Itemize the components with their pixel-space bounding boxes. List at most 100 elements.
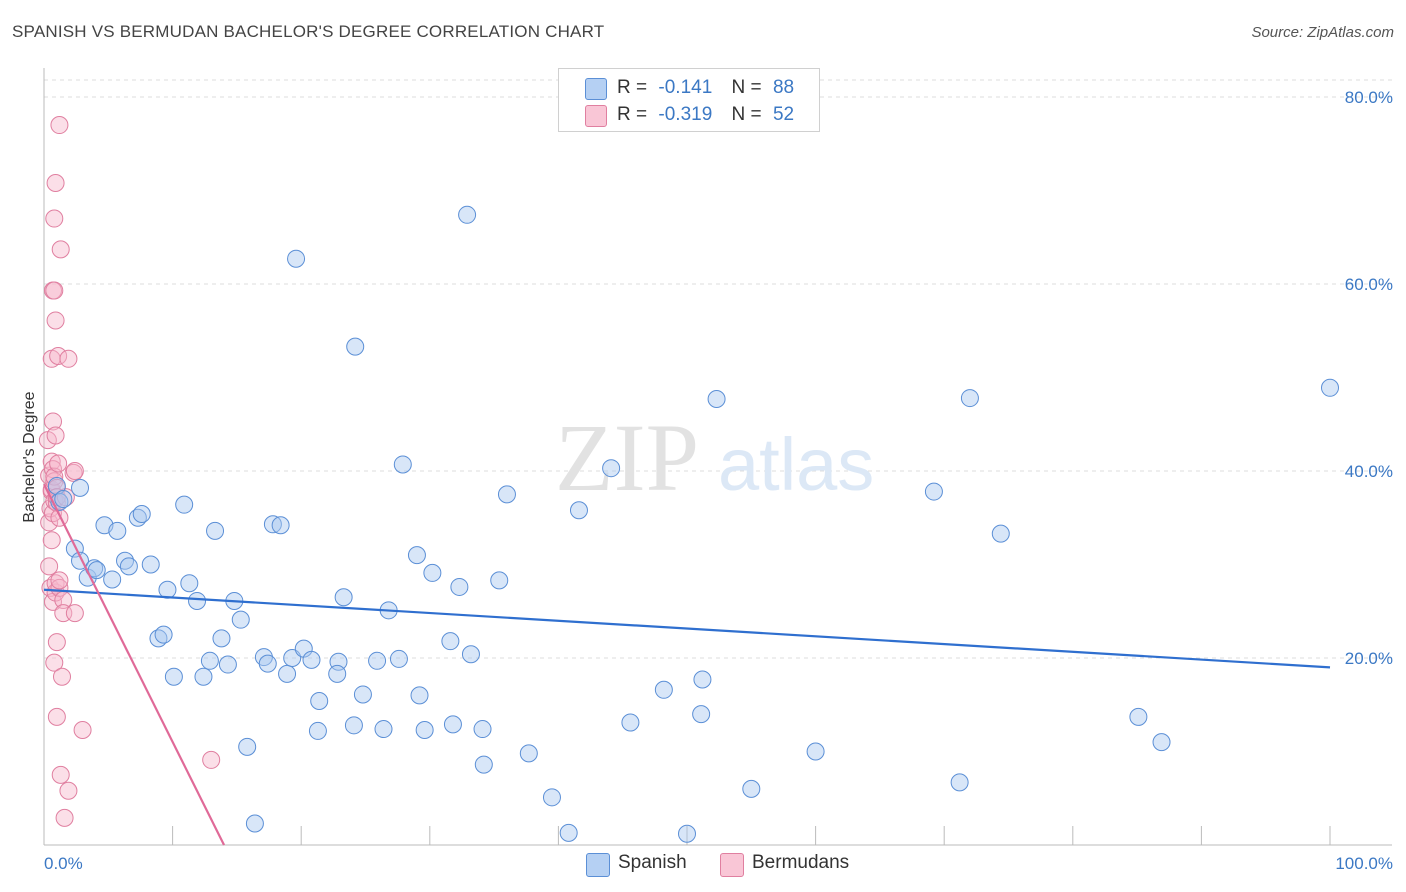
bottom-legend-label-bermudans: Bermudans	[752, 852, 850, 873]
data-point-spanish	[443, 715, 462, 734]
data-point-bermudans	[46, 311, 65, 330]
series-spanish-points	[47, 205, 1339, 843]
data-point-spanish	[212, 629, 231, 648]
data-point-bermudans	[65, 462, 84, 480]
data-point-spanish	[497, 485, 516, 504]
data-point-spanish	[344, 716, 363, 735]
data-point-spanish	[458, 205, 477, 224]
legend-n-label: N =	[731, 77, 762, 98]
data-point-bermudans	[42, 531, 61, 550]
legend-r-value-spanish: -0.141	[658, 77, 713, 98]
data-point-spanish	[271, 516, 290, 535]
data-point-spanish	[263, 515, 282, 534]
data-point-bermudans	[59, 781, 78, 800]
legend-swatch-bermudans	[585, 105, 607, 127]
data-point-spanish	[258, 654, 277, 673]
data-point-bermudans	[45, 209, 64, 228]
chart-title: SPANISH VS BERMUDAN BACHELOR'S DEGREE CO…	[12, 22, 605, 41]
data-point-bermudans	[49, 346, 68, 365]
data-point-bermudans	[50, 508, 69, 527]
data-point-spanish	[119, 557, 138, 576]
data-point-spanish	[158, 580, 177, 599]
data-point-spanish	[410, 686, 429, 705]
data-point-spanish	[1129, 707, 1148, 726]
data-point-spanish	[707, 390, 726, 409]
data-point-bermudans	[40, 513, 59, 532]
data-point-spanish	[188, 591, 207, 610]
data-point-spanish	[334, 588, 353, 607]
data-point-spanish	[308, 721, 327, 740]
data-point-spanish	[441, 632, 460, 651]
data-point-spanish	[407, 546, 426, 565]
data-point-bermudans	[47, 633, 66, 652]
data-point-spanish	[141, 555, 160, 574]
data-point-spanish	[71, 478, 90, 497]
data-point-bermudans	[46, 174, 65, 193]
data-point-bermudans	[59, 349, 78, 368]
legend-swatch-spanish	[585, 78, 607, 100]
data-point-spanish	[238, 737, 257, 756]
data-point-spanish	[950, 773, 969, 792]
data-point-bermudans	[44, 412, 63, 431]
data-point-spanish	[218, 655, 237, 674]
data-point-spanish	[245, 814, 264, 833]
data-point-spanish	[231, 610, 250, 629]
data-point-bermudans	[73, 720, 92, 739]
data-point-bermudans	[42, 452, 61, 471]
data-point-spanish	[621, 713, 640, 732]
data-point-bermudans	[55, 808, 74, 827]
data-point-spanish	[393, 455, 412, 474]
data-point-spanish	[490, 571, 509, 590]
legend-n-label: N =	[731, 104, 762, 125]
y-tick-label: 40.0%	[1345, 462, 1393, 481]
data-point-spanish	[164, 667, 183, 686]
data-point-spanish	[175, 495, 194, 514]
gridlines	[44, 79, 1392, 659]
data-point-spanish	[693, 670, 712, 689]
data-point-spanish	[519, 744, 538, 763]
data-point-spanish	[569, 501, 588, 520]
axes	[43, 68, 1392, 846]
watermark-atlas: atlas	[718, 423, 874, 506]
y-tick-label: 60.0%	[1345, 275, 1393, 294]
data-point-spanish	[103, 570, 122, 589]
data-point-bermudans	[46, 426, 65, 445]
legend-n-value-bermudans: 52	[772, 104, 795, 125]
x-tick-label: 100.0%	[1335, 854, 1393, 873]
trend-line-bermudans	[43, 483, 226, 846]
data-point-bermudans	[51, 765, 70, 784]
data-point-spanish	[180, 574, 199, 593]
data-point-spanish	[200, 651, 219, 670]
watermark: ZIP atlas	[555, 404, 874, 511]
data-point-bermudans	[50, 116, 69, 135]
data-point-spanish	[206, 521, 225, 540]
data-point-spanish	[678, 824, 696, 843]
trend-line-spanish	[43, 588, 1331, 669]
data-point-spanish	[310, 692, 329, 711]
data-point-spanish	[87, 561, 106, 580]
trend-lines	[43, 483, 1331, 846]
data-point-spanish	[742, 779, 761, 798]
bottom-legend-label-spanish: Spanish	[618, 852, 687, 873]
data-point-spanish	[991, 524, 1010, 543]
data-point-bermudans	[51, 240, 70, 259]
data-point-bermudans	[45, 281, 64, 300]
watermark-zip: ZIP	[555, 404, 699, 511]
legend-r-value-bermudans: -0.319	[658, 104, 713, 125]
data-point-bermudans	[49, 454, 68, 473]
data-point-bermudans	[65, 604, 84, 623]
data-point-spanish	[132, 505, 151, 524]
data-point-spanish	[924, 482, 943, 501]
data-point-spanish	[692, 705, 711, 724]
data-point-spanish	[346, 337, 365, 356]
legend-r-label: R =	[617, 104, 648, 125]
bottom-legend-swatch-spanish	[586, 853, 610, 877]
data-point-spanish	[154, 625, 173, 644]
data-point-spanish	[602, 459, 621, 478]
data-point-bermudans	[202, 750, 221, 769]
data-point-bermudans	[40, 557, 59, 576]
data-point-spanish	[461, 645, 480, 664]
data-point-spanish	[423, 563, 442, 582]
y-tick-label: 20.0%	[1345, 649, 1393, 668]
data-point-spanish	[960, 389, 979, 408]
